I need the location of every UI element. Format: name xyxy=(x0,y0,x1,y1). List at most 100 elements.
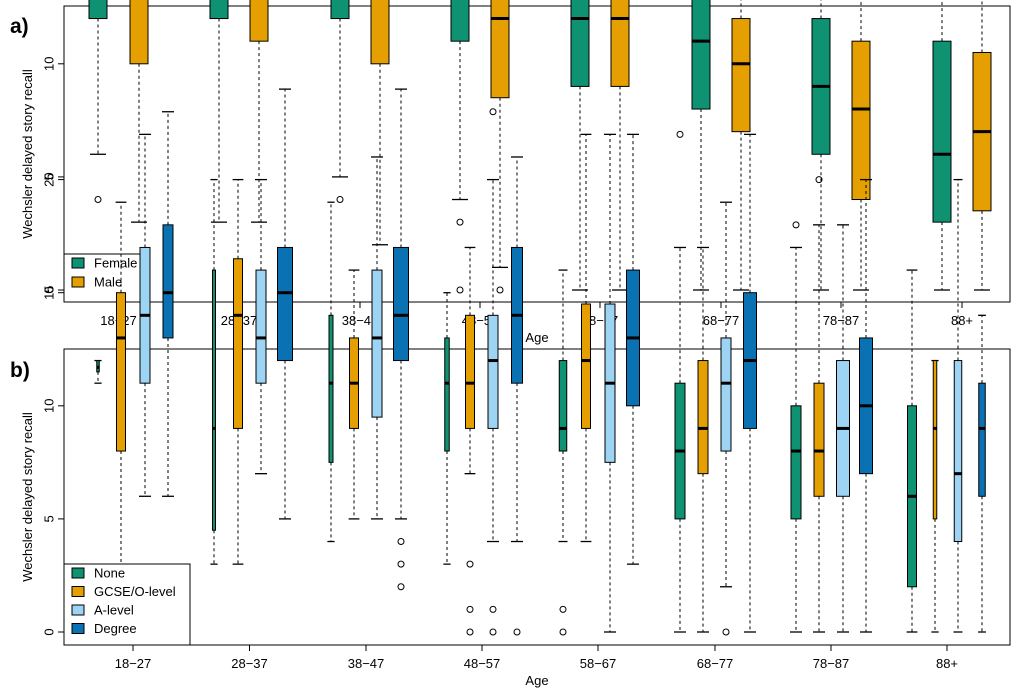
box xyxy=(327,201,335,543)
box xyxy=(348,269,360,520)
box xyxy=(490,0,510,294)
box xyxy=(393,88,409,591)
legend-swatch xyxy=(71,623,85,634)
box xyxy=(464,246,476,636)
box xyxy=(255,178,267,475)
box-iqr xyxy=(691,0,711,110)
y-axis-label: Wechsler delayed story recall xyxy=(20,412,35,582)
x-tick-label: 88+ xyxy=(936,656,958,671)
box-iqr xyxy=(570,0,590,87)
box-iqr xyxy=(277,246,293,362)
legend-frame xyxy=(63,563,191,646)
box-iqr xyxy=(371,269,383,418)
box xyxy=(604,133,616,633)
box-iqr xyxy=(393,246,409,362)
box xyxy=(570,0,590,291)
box xyxy=(450,0,470,294)
y-tick-label: 15 xyxy=(41,285,56,299)
x-tick-label: 48−57 xyxy=(464,656,501,671)
box-iqr xyxy=(720,337,732,452)
outlier-point xyxy=(559,628,567,636)
outlier-point xyxy=(815,176,823,184)
outlier-point xyxy=(489,605,497,613)
outlier-point xyxy=(489,108,497,116)
box xyxy=(674,130,686,633)
box xyxy=(978,314,986,633)
legend-swatch xyxy=(71,604,85,616)
box-iqr xyxy=(129,0,149,65)
box xyxy=(790,221,802,633)
box-iqr xyxy=(212,269,216,531)
box xyxy=(626,133,640,565)
box-iqr xyxy=(249,0,269,42)
outlier-point xyxy=(336,196,344,204)
y-axis-label: Wechsler delayed story recall xyxy=(20,69,35,239)
outlier-point xyxy=(456,218,464,226)
box xyxy=(371,156,383,520)
outlier-point xyxy=(792,221,800,229)
box xyxy=(811,0,831,291)
panel-b-chart: b) 0 5 10 15 20 Wechsler delayed story recall 1… xyxy=(10,88,1011,688)
box-iqr xyxy=(610,0,630,87)
x-tick-label: 68−77 xyxy=(697,656,734,671)
x-tick-label: 78−87 xyxy=(823,313,860,328)
legend-swatch xyxy=(71,257,85,269)
box xyxy=(249,0,269,223)
box xyxy=(210,178,218,565)
box xyxy=(610,0,630,291)
box xyxy=(953,178,963,633)
box-iqr xyxy=(697,360,709,475)
box xyxy=(743,133,757,633)
box-iqr xyxy=(581,303,591,429)
legend-label: GCSE/O-level xyxy=(94,584,176,599)
box-iqr xyxy=(953,360,963,543)
outlier-point xyxy=(513,628,521,636)
box xyxy=(931,359,939,633)
box xyxy=(443,292,451,565)
outlier-point xyxy=(559,605,567,613)
box xyxy=(139,133,151,497)
outlier-point xyxy=(722,628,730,636)
x-tick-label: 58−67 xyxy=(580,656,617,671)
box xyxy=(932,0,952,291)
box xyxy=(859,178,873,633)
box-iqr xyxy=(790,405,802,520)
box xyxy=(511,156,523,636)
box xyxy=(813,176,825,633)
x-tick-label: 18−27 xyxy=(115,656,152,671)
box xyxy=(697,246,709,633)
box xyxy=(330,0,350,204)
box xyxy=(487,108,499,636)
box-iqr xyxy=(490,0,510,99)
outlier-point xyxy=(94,196,102,204)
outlier-point xyxy=(676,130,684,138)
box-iqr xyxy=(487,314,499,429)
panel-label: a) xyxy=(10,15,29,38)
box-iqr xyxy=(330,0,350,20)
box xyxy=(88,0,108,204)
box-iqr xyxy=(465,314,475,429)
outlier-point xyxy=(397,583,405,591)
legend-label: Degree xyxy=(94,621,137,636)
outlier-point xyxy=(466,560,474,568)
box xyxy=(580,133,592,543)
box-iqr xyxy=(116,292,126,452)
box xyxy=(94,359,102,384)
plot-frame xyxy=(63,5,1011,303)
x-tick-label: 88+ xyxy=(951,313,973,328)
box-iqr xyxy=(813,382,825,497)
legend-swatch xyxy=(71,567,85,579)
box xyxy=(836,224,850,633)
box-iqr xyxy=(558,360,568,452)
box-iqr xyxy=(932,360,938,520)
legend-swatch xyxy=(71,586,85,597)
y-tick-label: 10 xyxy=(41,57,56,71)
box xyxy=(691,0,711,291)
box-iqr xyxy=(932,40,952,223)
y-tick-label: 10 xyxy=(41,399,56,413)
box-iqr xyxy=(209,0,229,20)
box xyxy=(277,88,293,520)
box-iqr xyxy=(162,224,174,339)
x-tick-label: 78−87 xyxy=(813,656,850,671)
